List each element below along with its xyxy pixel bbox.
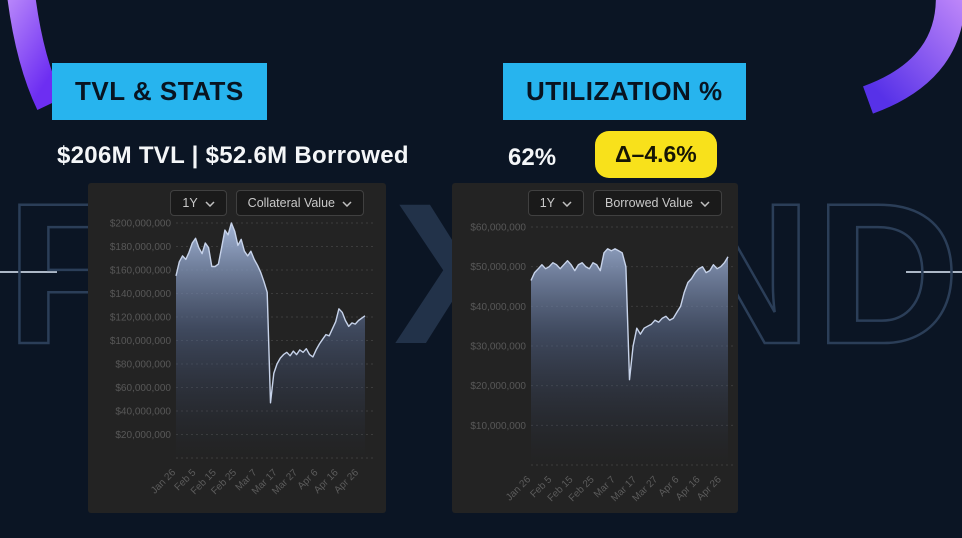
utilization-header: UTILIZATION % xyxy=(503,63,746,120)
utilization-chart-controls: 1Y Borrowed Value xyxy=(527,190,722,216)
tvl-metric-dropdown[interactable]: Collateral Value xyxy=(235,190,364,216)
svg-text:$60,000,000: $60,000,000 xyxy=(115,383,171,394)
svg-text:Apr 26: Apr 26 xyxy=(695,474,724,503)
utilization-value: 62% xyxy=(508,144,557,171)
utilization-range-dropdown[interactable]: 1Y xyxy=(527,190,584,216)
tvl-range-dropdown[interactable]: 1Y xyxy=(170,190,227,216)
chevron-down-icon xyxy=(562,196,572,210)
svg-text:$30,000,000: $30,000,000 xyxy=(470,342,526,353)
svg-text:$10,000,000: $10,000,000 xyxy=(470,421,526,432)
tvl-stats-line: $206M TVL | $52.6M Borrowed xyxy=(57,142,409,169)
svg-text:$20,000,000: $20,000,000 xyxy=(115,430,171,441)
svg-text:$200,000,000: $200,000,000 xyxy=(110,219,172,230)
svg-text:$160,000,000: $160,000,000 xyxy=(110,266,172,277)
utilization-range-label: 1Y xyxy=(539,196,555,210)
tvl-stats-header: TVL & STATS xyxy=(52,63,267,120)
tvl-chart-panel: 1Y Collateral Value $200,000,000 $180,000… xyxy=(88,183,386,513)
svg-text:$40,000,000: $40,000,000 xyxy=(115,407,171,418)
borrowed-value-chart: $60,000,000 $50,000,000 $40,000,000 $30,000… xyxy=(470,223,736,504)
svg-text:$100,000,000: $100,000,000 xyxy=(110,336,172,347)
svg-text:Jan 26: Jan 26 xyxy=(149,467,178,496)
chevron-down-icon xyxy=(700,196,710,210)
accent-line-left xyxy=(0,271,57,273)
tvl-chart-controls: 1Y Collateral Value xyxy=(170,190,364,216)
utilization-metric-dropdown[interactable]: Borrowed Value xyxy=(592,190,722,216)
collateral-value-chart: $200,000,000 $180,000,000 $160,000,000 $140… xyxy=(110,219,373,497)
utilization-chart-panel: 1Y Borrowed Value $60,000,000 $50,000,000… xyxy=(452,183,738,513)
corner-arc-right xyxy=(862,0,962,114)
chevron-down-icon xyxy=(205,196,215,210)
accent-line-right xyxy=(906,271,962,273)
svg-text:$60,000,000: $60,000,000 xyxy=(470,223,526,234)
utilization-delta-badge: Δ–4.6% xyxy=(595,131,717,178)
svg-text:$80,000,000: $80,000,000 xyxy=(115,360,171,371)
svg-text:$50,000,000: $50,000,000 xyxy=(470,262,526,273)
utilization-metric-label: Borrowed Value xyxy=(604,196,693,210)
svg-text:$20,000,000: $20,000,000 xyxy=(470,381,526,392)
svg-text:$180,000,000: $180,000,000 xyxy=(110,242,172,253)
tvl-range-label: 1Y xyxy=(182,196,198,210)
svg-text:$120,000,000: $120,000,000 xyxy=(110,313,172,324)
tvl-metric-label: Collateral Value xyxy=(247,196,335,210)
svg-text:$40,000,000: $40,000,000 xyxy=(470,302,526,313)
svg-text:Jan 26: Jan 26 xyxy=(504,474,533,503)
svg-text:$140,000,000: $140,000,000 xyxy=(110,289,172,300)
chevron-down-icon xyxy=(342,196,352,210)
